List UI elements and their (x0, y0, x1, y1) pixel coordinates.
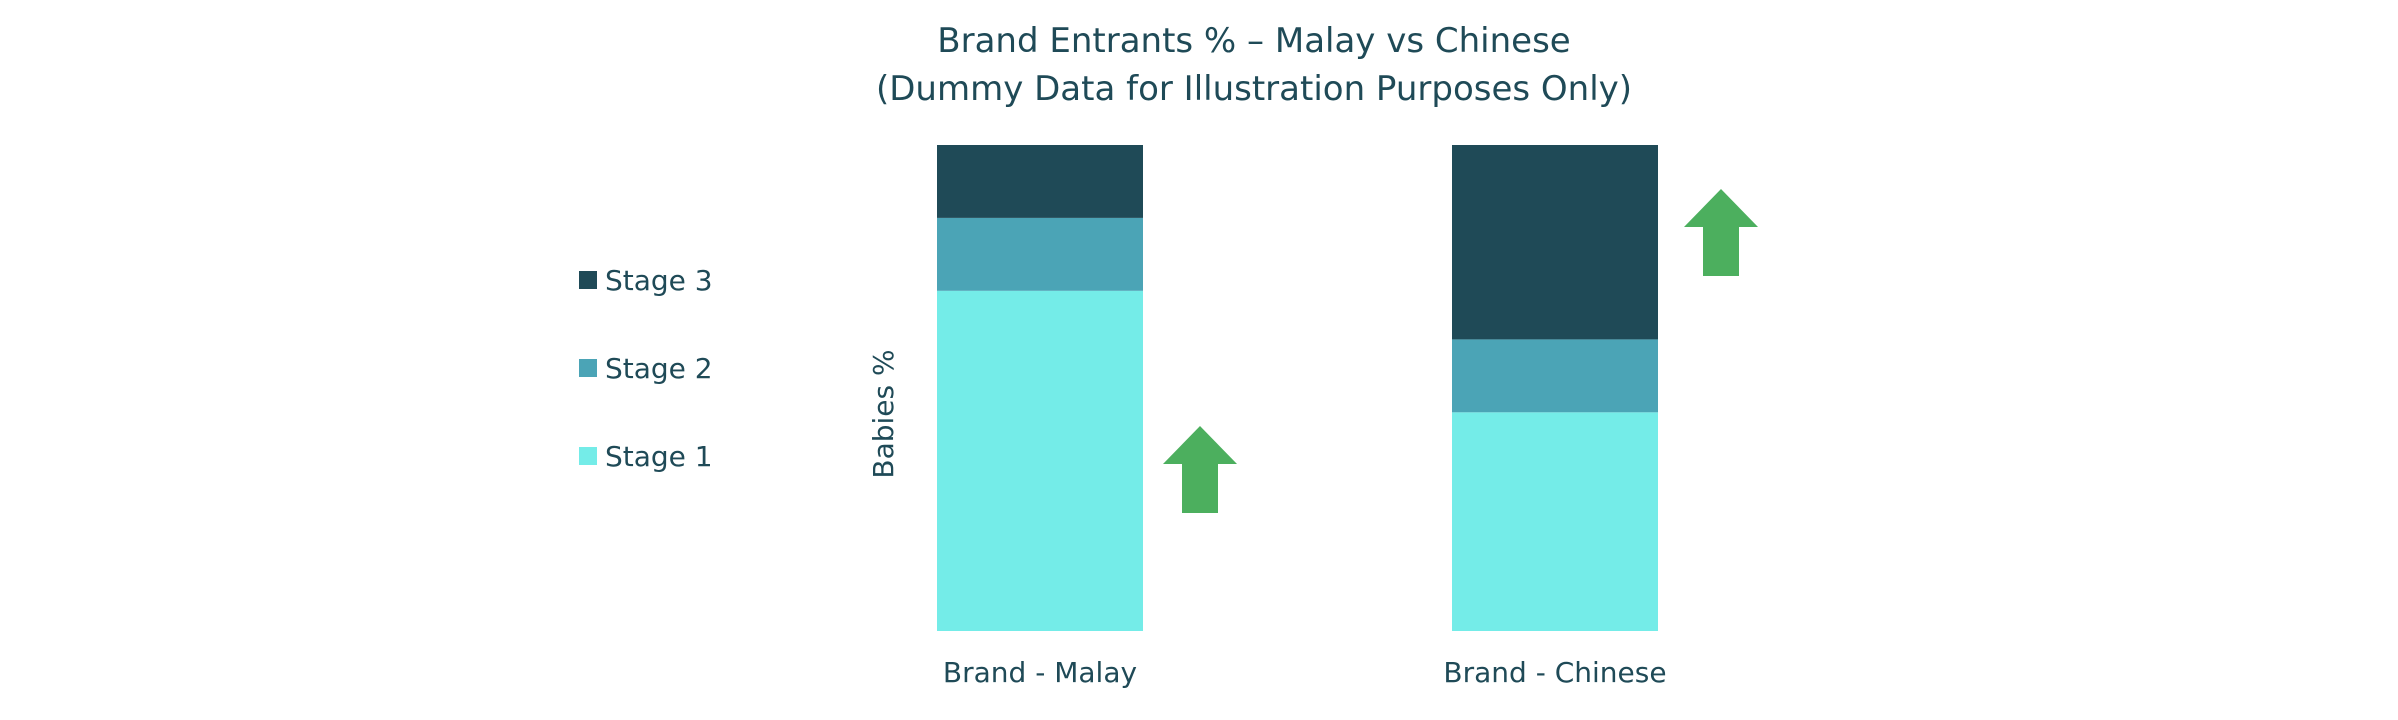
bar-brand-chinese-stage-3 (1452, 145, 1658, 340)
up-arrow-icon-brand-malay (1163, 426, 1237, 513)
category-label-brand-malay: Brand - Malay (943, 656, 1137, 689)
legend-swatch-stage-1 (579, 447, 597, 465)
bar-brand-malay-stage-2 (937, 217, 1143, 291)
bar-brand-chinese-stage-2 (1452, 339, 1658, 413)
y-axis-label: Babies % (867, 349, 900, 478)
category-label-brand-chinese: Brand - Chinese (1443, 656, 1666, 689)
legend-label-stage-3: Stage 3 (605, 264, 713, 297)
legend-swatch-stage-3 (579, 271, 597, 289)
arrows (1163, 189, 1758, 513)
up-arrow-icon-brand-chinese (1684, 189, 1758, 276)
legend-label-stage-2: Stage 2 (605, 352, 713, 385)
bars (937, 145, 1658, 631)
category-labels: Brand - Malay Brand - Chinese (943, 656, 1667, 689)
bar-brand-chinese-stage-1 (1452, 412, 1658, 631)
legend: Stage 3 Stage 2 Stage 1 (579, 264, 713, 473)
legend-swatch-stage-2 (579, 359, 597, 377)
legend-label-stage-1: Stage 1 (605, 440, 713, 473)
bar-brand-malay-stage-1 (937, 290, 1143, 631)
chart-title: Brand Entrants % – Malay vs Chinese (937, 21, 1570, 61)
bar-brand-malay-stage-3 (937, 145, 1143, 218)
chart-subtitle: (Dummy Data for Illustration Purposes On… (876, 69, 1632, 109)
